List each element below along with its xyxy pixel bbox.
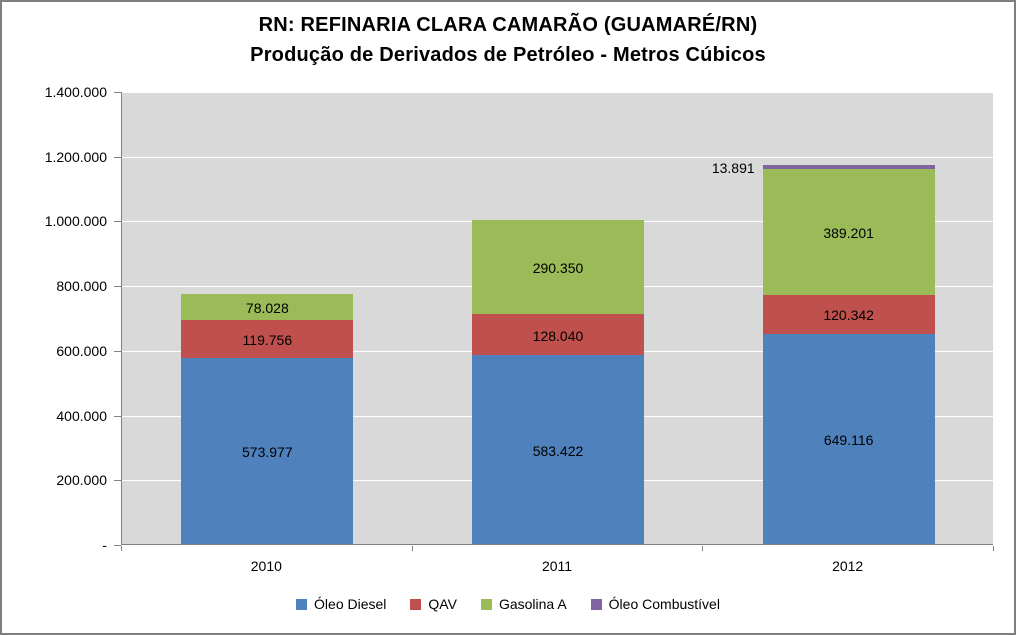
y-axis-tick-label: 800.000 — [56, 278, 107, 295]
legend-label: Óleo Diesel — [314, 596, 387, 612]
gridline — [122, 156, 993, 158]
y-axis-tick — [114, 350, 121, 352]
plot-area: 573.977 119.756 78.028 583.422 128.040 290.35… — [121, 92, 993, 545]
legend-marker — [590, 598, 602, 610]
x-axis-tick — [121, 546, 122, 551]
y-axis-tick — [114, 221, 121, 223]
y-axis-tick — [114, 156, 121, 158]
x-axis-category-label: 2011 — [541, 558, 573, 574]
bar-segment-label: 649.116 — [823, 431, 874, 448]
x-axis-category-label: 2012 — [832, 558, 864, 574]
legend: Óleo Diesel QAV Gasolina A Óleo Combustível — [2, 596, 1014, 612]
bar-segment — [762, 169, 935, 296]
bar-segment — [472, 219, 644, 314]
y-axis-tick-label: 400.000 — [56, 407, 107, 424]
bar-segment — [762, 333, 935, 544]
legend-item: Óleo Diesel — [296, 596, 386, 612]
y-axis-tick-label: 1.000.000 — [44, 213, 107, 230]
bar-segment — [181, 358, 354, 544]
bar-segment-label: 290.350 — [532, 259, 584, 276]
y-axis-tick — [114, 545, 121, 546]
chart-title-line1: RN: REFINARIA CLARA CAMARÃO (GUAMARÉ/RN) — [258, 14, 758, 36]
bar-segment-label: 389.201 — [823, 225, 874, 242]
x-axis-tick — [993, 546, 994, 551]
legend-item: Óleo Combustível — [590, 596, 720, 612]
bar-segment-label: 583.422 — [532, 442, 584, 459]
y-axis-tick — [114, 480, 121, 482]
legend-item: QAV — [410, 596, 457, 612]
gridline — [122, 92, 993, 93]
x-axis-tick — [702, 546, 704, 551]
y-axis-tick-label: 1.200.000 — [44, 148, 107, 165]
y-axis-tick — [114, 415, 121, 417]
bar-segment-label: 119.756 — [242, 331, 293, 348]
bar-segment — [762, 164, 935, 170]
bar-segment — [472, 313, 644, 356]
chart-title-line2: Produção de Derivados de Petróleo - Metr… — [250, 44, 766, 66]
y-axis-tick-label: - — [102, 537, 107, 553]
bar-segment-label: 128.040 — [532, 327, 584, 344]
chart-title: RN: REFINARIA CLARA CAMARÃO (GUAMARÉ/RN)… — [2, 10, 1014, 70]
legend-marker — [410, 598, 422, 610]
legend-label: Gasolina A — [498, 596, 567, 612]
bar-segment — [472, 355, 644, 544]
y-axis-tick — [114, 92, 121, 93]
legend-item: Gasolina A — [480, 596, 567, 612]
y-axis-tick-label: 1.400.000 — [44, 84, 107, 100]
x-axis-tick — [411, 546, 413, 551]
y-axis-tick-label: 600.000 — [56, 342, 107, 359]
legend-label: QAV — [428, 596, 457, 612]
y-axis-tick — [114, 286, 121, 288]
bar-segment — [181, 294, 354, 320]
legend-marker — [296, 598, 308, 610]
legend-marker — [480, 598, 492, 610]
bar-segment-label: 13.891 — [711, 159, 755, 176]
bar-segment — [181, 319, 354, 359]
y-axis-tick-label: 200.000 — [56, 472, 107, 489]
legend-label: Óleo Combustível — [608, 596, 720, 612]
bar-segment-label: 78.028 — [245, 299, 289, 316]
bar-segment-label: 120.342 — [823, 307, 874, 324]
bar-segment-label: 573.977 — [242, 444, 293, 461]
x-axis-category-label: 2010 — [250, 558, 282, 574]
bar-segment — [762, 295, 935, 334]
